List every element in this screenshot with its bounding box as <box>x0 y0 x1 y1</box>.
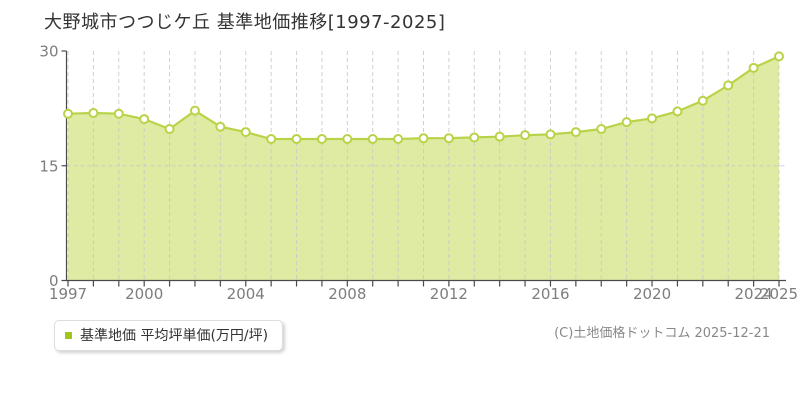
x-axis-tick-label: 2000 <box>125 285 163 303</box>
x-axis-tick-label: 2012 <box>430 285 468 303</box>
x-axis-tick-label: 2020 <box>633 285 671 303</box>
data-point-marker <box>63 108 73 119</box>
data-point-marker <box>367 133 378 144</box>
legend: 基準地価 平均坪単価(万円/坪) <box>54 320 284 351</box>
data-point-marker <box>647 113 658 124</box>
data-point-marker <box>748 62 759 73</box>
data-point-marker <box>88 107 99 118</box>
x-axis-tick-label: 1997 <box>49 285 87 303</box>
y-axis-tick-label: 0 <box>49 272 59 290</box>
data-point-marker <box>316 133 327 144</box>
data-point-marker <box>520 130 531 141</box>
data-point-marker <box>393 133 404 144</box>
x-axis-tick-label: 2008 <box>328 285 366 303</box>
data-point-marker <box>291 133 302 144</box>
data-point-marker <box>443 133 454 144</box>
data-point-marker <box>215 121 226 132</box>
copyright-text: (C)土地価格ドットコム 2025-12-21 <box>554 326 770 341</box>
y-axis-tick-label: 15 <box>39 157 58 175</box>
data-point-marker <box>139 114 150 125</box>
data-point-marker <box>774 51 784 62</box>
data-point-marker <box>469 132 480 143</box>
x-axis-tick-label: 2025 <box>760 285 798 303</box>
y-axis-tick-label: 30 <box>39 43 58 61</box>
data-point-marker <box>570 127 581 138</box>
x-axis-tick-label: 2024 <box>735 285 773 303</box>
data-point-marker <box>164 124 175 135</box>
price-trend-area-chart: 0 15 30 1997 2000 2004 2008 2012 2016 2020 2024202… <box>39 43 798 304</box>
data-point-marker <box>418 133 429 144</box>
data-point-marker <box>342 133 353 144</box>
data-point-marker <box>672 106 683 117</box>
data-point-marker <box>723 80 734 91</box>
data-point-marker <box>596 124 607 135</box>
data-point-marker <box>266 133 277 144</box>
data-point-marker <box>240 127 251 138</box>
data-point-marker <box>189 105 200 116</box>
data-point-marker <box>545 129 556 140</box>
data-point-marker <box>113 108 124 119</box>
data-point-marker <box>494 131 505 142</box>
x-axis-tick-label: 2004 <box>227 285 265 303</box>
chart-title: 大野城市つつじケ丘 基準地価推移[1997-2025] <box>44 12 446 33</box>
x-axis-tick-label: 2016 <box>531 285 569 303</box>
legend-square-marker-icon <box>65 331 72 339</box>
data-point-marker <box>621 117 632 128</box>
series-area-fill <box>68 56 779 281</box>
data-point-marker <box>697 95 708 106</box>
legend-label: 基準地価 平均坪単価(万円/坪) <box>80 328 269 344</box>
